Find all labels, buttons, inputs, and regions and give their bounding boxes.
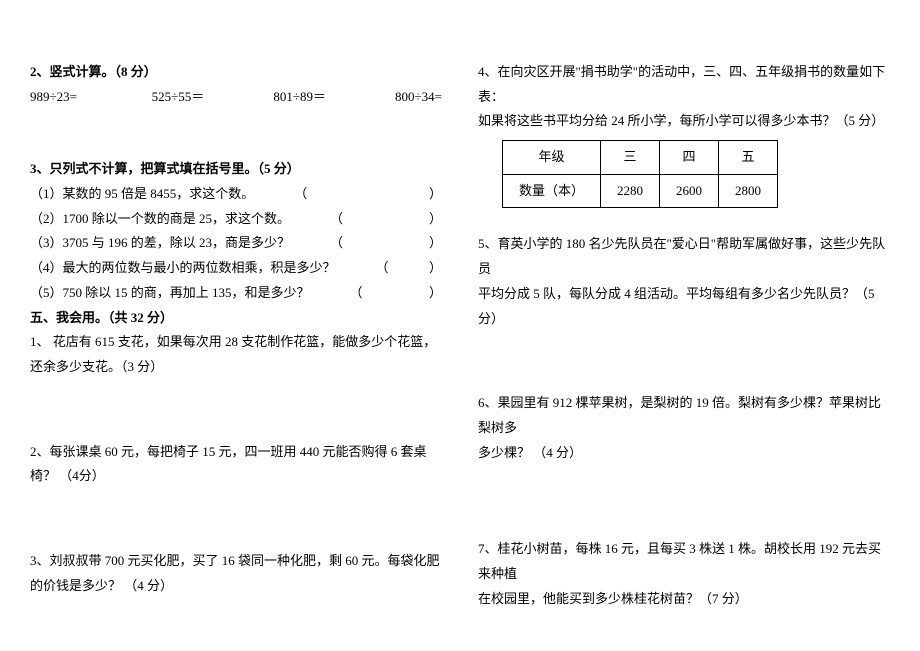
problem-2: 2、每张课桌 60 元，每把椅子 15 元，四一班用 440 元能否购得 6 套… xyxy=(30,440,442,489)
table-cell: 数量（本） xyxy=(503,174,601,208)
s3-item-1: （1）某数的 95 倍是 8455，求这个数。 （ ） xyxy=(30,182,442,207)
paren-open: （ xyxy=(336,256,376,281)
expr-4: 800÷34= xyxy=(395,85,442,110)
problem-6-line2: 多少棵？ （4 分） xyxy=(478,441,890,466)
table-cell: 三 xyxy=(601,141,660,175)
problem-7-line2: 在校园里，他能买到多少株桂花树苗？（7 分） xyxy=(478,587,890,612)
problem-1: 1、 花店有 615 支花，如果每次用 28 支花制作花篮，能做多少个花篮，还余… xyxy=(30,330,442,379)
page: 2、竖式计算。（8 分） 989÷23= 525÷55＝ 801÷89＝ 800… xyxy=(0,0,920,651)
section-5-heading: 五、我会用。（共 32 分） xyxy=(30,306,442,331)
problem-5-line2: 平均分成 5 队，每队分成 4 组活动。平均每组有多少名少先队员？（5 分） xyxy=(478,282,890,331)
section-2-expressions: 989÷23= 525÷55＝ 801÷89＝ 800÷34= xyxy=(30,85,442,110)
table-row: 年级 三 四 五 xyxy=(503,141,778,175)
s3-item-4: （4）最大的两位数与最小的两位数相乘，积是多少？ （ ） xyxy=(30,256,442,281)
s3-item-text: （2）1700 除以一个数的商是 25，求这个数。 xyxy=(30,207,290,232)
table-cell: 2280 xyxy=(601,174,660,208)
table-cell: 四 xyxy=(660,141,719,175)
expr-1: 989÷23= xyxy=(30,85,152,110)
table-cell: 五 xyxy=(719,141,778,175)
paren-open: （ xyxy=(254,182,294,207)
right-column: 4、在向灾区开展"捐书助学"的活动中，三、四、五年级捐书的数量如下表： 如果将这… xyxy=(460,0,920,651)
paren-open: （ xyxy=(290,207,330,232)
table-cell: 2800 xyxy=(719,174,778,208)
paren-close: ） xyxy=(376,256,442,281)
paren-close: ） xyxy=(330,207,442,232)
expr-2: 525÷55＝ xyxy=(152,85,274,110)
problem-4-line2: 如果将这些书平均分给 24 所小学，每所小学可以得多少本书？（5 分） xyxy=(478,109,890,134)
s3-item-3: （3）3705 与 196 的差，除以 23，商是多少？ （ ） xyxy=(30,231,442,256)
table-row: 数量（本） 2280 2600 2800 xyxy=(503,174,778,208)
expr-3: 801÷89＝ xyxy=(273,85,395,110)
paren-open: （ xyxy=(290,231,330,256)
s3-item-text: （5）750 除以 15 的商，再加上 135，和是多少？ xyxy=(30,281,310,306)
s3-item-text: （3）3705 与 196 的差，除以 23，商是多少？ xyxy=(30,231,290,256)
table-cell: 2600 xyxy=(660,174,719,208)
paren-open: （ xyxy=(310,281,350,306)
s3-item-5: （5）750 除以 15 的商，再加上 135，和是多少？ （ ） xyxy=(30,281,442,306)
paren-close: ） xyxy=(330,231,442,256)
problem-6-line1: 6、果园里有 912 棵苹果树，是梨树的 19 倍。梨树有多少棵？苹果树比梨树多 xyxy=(478,391,890,440)
s3-item-text: （1）某数的 95 倍是 8455，求这个数。 xyxy=(30,182,254,207)
paren-close: ） xyxy=(294,182,442,207)
section-2-heading: 2、竖式计算。（8 分） xyxy=(30,60,442,85)
s3-item-2: （2）1700 除以一个数的商是 25，求这个数。 （ ） xyxy=(30,207,442,232)
section-3-heading: 3、只列式不计算，把算式填在括号里。（5 分） xyxy=(30,157,442,182)
problem-7-line1: 7、桂花小树苗，每株 16 元，且每买 3 株送 1 株。胡校长用 192 元去… xyxy=(478,537,890,586)
problem-4-line1: 4、在向灾区开展"捐书助学"的活动中，三、四、五年级捐书的数量如下表： xyxy=(478,60,890,109)
s3-item-text: （4）最大的两位数与最小的两位数相乘，积是多少？ xyxy=(30,256,336,281)
paren-close: ） xyxy=(350,281,442,306)
donation-table: 年级 三 四 五 数量（本） 2280 2600 2800 xyxy=(502,140,778,208)
left-column: 2、竖式计算。（8 分） 989÷23= 525÷55＝ 801÷89＝ 800… xyxy=(0,0,460,651)
problem-5-line1: 5、育英小学的 180 名少先队员在"爱心日"帮助军属做好事，这些少先队员 xyxy=(478,232,890,281)
table-cell: 年级 xyxy=(503,141,601,175)
problem-3: 3、刘叔叔带 700 元买化肥，买了 16 袋同一种化肥，剩 60 元。每袋化肥… xyxy=(30,549,442,598)
